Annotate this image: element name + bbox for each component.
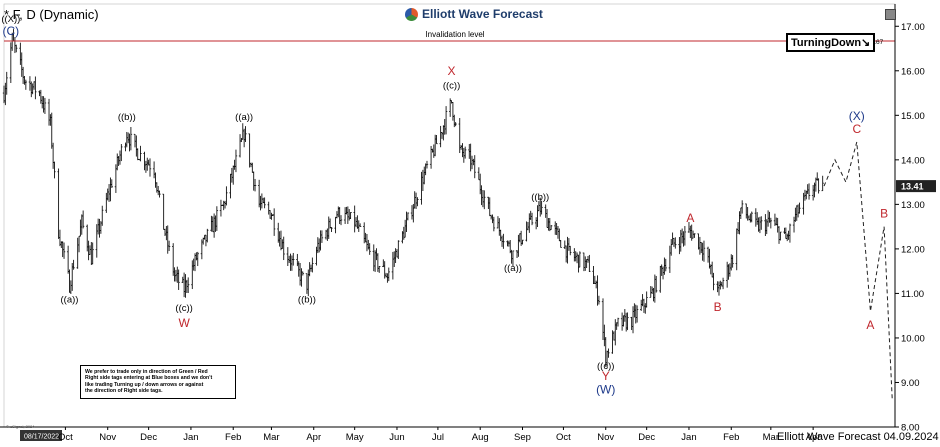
x-tick-label: Feb bbox=[225, 432, 241, 443]
wave-label: ((c)) bbox=[597, 361, 614, 372]
x-tick-label: Jul bbox=[432, 432, 444, 443]
x-tick-label: Feb bbox=[723, 432, 739, 443]
brand-name: Elliott Wave Forecast bbox=[422, 7, 543, 21]
y-tick-label: 13.00 bbox=[901, 200, 925, 211]
last-price-label: 13.41 bbox=[901, 182, 924, 192]
wave-label: B bbox=[714, 300, 722, 314]
wave-label: ((a)) bbox=[235, 112, 253, 123]
x-tick-label: Apr bbox=[806, 432, 821, 443]
x-tick-label: Oct bbox=[58, 432, 73, 443]
y-tick-label: 10.00 bbox=[901, 333, 925, 344]
wave-label: ((c)) bbox=[175, 303, 192, 314]
x-first-label-box bbox=[20, 430, 62, 441]
note-line: like trading Turning up / down arrows or… bbox=[85, 381, 204, 388]
footer-date: Elliott Wave Forecast 04.09.2024 bbox=[777, 431, 939, 443]
axes: 8.00 9.00 10.00 11.00 12.00 13.00 14.00 15.00 16… bbox=[0, 4, 936, 443]
invalidation-value-label: 16.67 bbox=[867, 39, 884, 46]
x-tick-label: Dec bbox=[140, 432, 157, 443]
y-tick-label: 8.00 bbox=[901, 423, 920, 434]
wave-label: Y bbox=[602, 369, 610, 383]
wave-label: ((b)) bbox=[298, 294, 316, 305]
wave-label: A bbox=[866, 318, 874, 332]
projection-line bbox=[823, 141, 893, 401]
wave-labels: ((X))(C) ((a)) ((b)) ((c)) W ((a)) ((b)) X ((c))… bbox=[1, 14, 888, 397]
x-tick-label: Nov bbox=[99, 432, 116, 443]
x-tick-label: Jun bbox=[389, 432, 404, 443]
invalidation-line: Invalidation level 16.67 bbox=[4, 30, 895, 46]
price-bars bbox=[2, 29, 824, 368]
y-tick-label: 14.00 bbox=[901, 155, 925, 166]
wave-label: W bbox=[178, 316, 190, 330]
y-tick-label: 17.00 bbox=[901, 22, 925, 33]
wave-label: (C) bbox=[2, 24, 19, 38]
y-tick-label: 11.00 bbox=[901, 289, 924, 300]
note-line: the direction of Right side tags. bbox=[85, 388, 163, 395]
x-tick-label: Aug bbox=[472, 432, 489, 443]
esignal-credit: © eSignal, 2024 bbox=[6, 424, 35, 429]
x-tick-label: Apr bbox=[306, 432, 321, 443]
x-tick-label: Mar bbox=[763, 432, 779, 443]
wave-label: ((X)) bbox=[1, 14, 20, 25]
invalidation-level-label: Invalidation level bbox=[425, 30, 484, 39]
last-price-box bbox=[896, 180, 936, 193]
brand-logo: Elliott Wave Forecast bbox=[405, 7, 543, 21]
wave-label: ((b)) bbox=[531, 192, 549, 203]
turning-down-badge: TurningDown↘ bbox=[786, 33, 876, 52]
trading-note: We prefer to trade only in direction of … bbox=[80, 365, 236, 399]
note-line: We prefer to trade only in direction of … bbox=[85, 369, 208, 375]
y-tick-label: 16.00 bbox=[901, 66, 925, 77]
wave-label: C bbox=[852, 122, 861, 136]
x-tick-label: Sep bbox=[514, 432, 531, 443]
x-tick-label: Dec bbox=[638, 432, 655, 443]
wave-label: ((b)) bbox=[118, 112, 136, 123]
y-tick-label: 9.00 bbox=[901, 378, 920, 389]
note-line: Right side tags entering at Blue boxes a… bbox=[85, 375, 213, 382]
x-tick-label: Mar bbox=[263, 432, 279, 443]
projection-path bbox=[823, 141, 893, 401]
wave-label: ((a)) bbox=[504, 263, 522, 274]
settings-icon[interactable] bbox=[885, 9, 896, 20]
x-tick-label: Jan bbox=[681, 432, 696, 443]
x-tick-label: Oct bbox=[556, 432, 571, 443]
x-first-label: 08/17/2022 bbox=[24, 434, 59, 441]
wave-label: B bbox=[880, 207, 888, 221]
wave-label: (X) bbox=[849, 109, 865, 123]
wave-label: A bbox=[686, 211, 694, 225]
wave-label: (W) bbox=[596, 383, 615, 397]
wave-label: X bbox=[448, 64, 456, 78]
y-tick-label: 12.00 bbox=[901, 244, 925, 255]
wave-label: ((c)) bbox=[443, 81, 460, 92]
y-tick-label: 15.00 bbox=[901, 111, 925, 122]
x-tick-label: Nov bbox=[597, 432, 614, 443]
symbol-title: * F, D (Dynamic) bbox=[4, 7, 99, 22]
wave-label: ((a)) bbox=[61, 294, 79, 305]
x-tick-label: Jan bbox=[183, 432, 198, 443]
globe-icon bbox=[405, 7, 418, 21]
x-tick-label: May bbox=[346, 432, 364, 443]
